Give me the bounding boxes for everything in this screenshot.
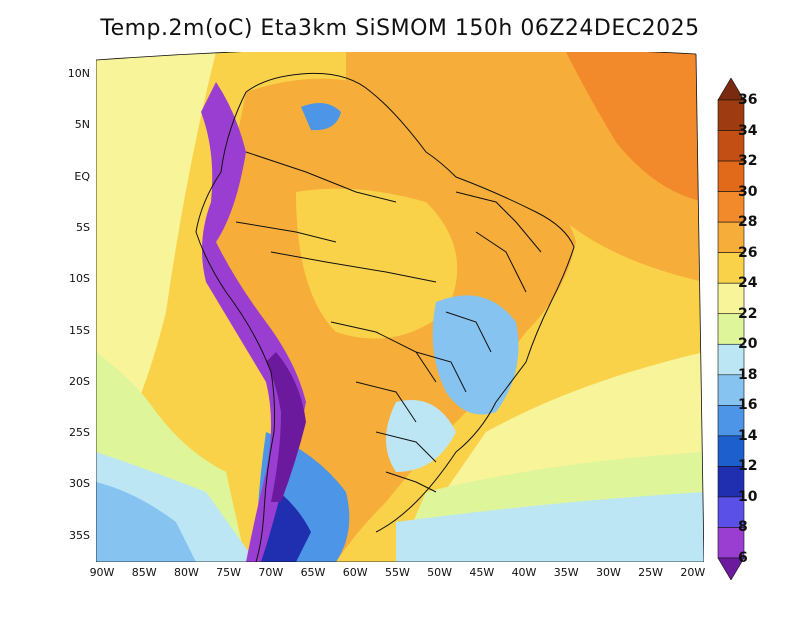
lat-label: 35S bbox=[69, 528, 90, 542]
colorbar-swatch bbox=[717, 191, 745, 223]
colorbar-swatch bbox=[717, 374, 745, 406]
colorbar-label: 28 bbox=[738, 214, 758, 231]
lon-label: 60W bbox=[342, 566, 368, 579]
colorbar-swatch bbox=[717, 435, 745, 467]
colorbar-label: 8 bbox=[738, 519, 748, 536]
colorbar-swatch bbox=[717, 466, 745, 498]
map-canvas bbox=[96, 52, 704, 562]
colorbar-swatch bbox=[717, 282, 745, 315]
lon-label: 55W bbox=[384, 566, 410, 579]
map-title: Temp.2m(oC) Eta3km SiSMOM 150h 06Z24DEC2… bbox=[100, 16, 700, 41]
colorbar-label: 18 bbox=[738, 366, 758, 383]
colorbar-swatch bbox=[717, 252, 745, 284]
temperature-map bbox=[96, 52, 704, 562]
colorbar-label: 36 bbox=[738, 92, 758, 108]
lat-label: 10S bbox=[69, 272, 90, 286]
colorbar-label: 34 bbox=[738, 122, 758, 139]
lat-label: 5S bbox=[76, 220, 90, 234]
colorbar-swatch bbox=[717, 221, 745, 253]
lon-label: 30W bbox=[595, 566, 621, 579]
colorbar-swatch bbox=[717, 496, 745, 528]
colorbar-swatch bbox=[717, 405, 745, 437]
lat-label: 20S bbox=[69, 374, 90, 388]
colorbar-swatch bbox=[717, 99, 745, 131]
country-borders bbox=[195, 72, 575, 562]
lon-label: 65W bbox=[300, 566, 326, 579]
lon-label: 25W bbox=[638, 566, 664, 579]
lon-label: 20W bbox=[680, 566, 706, 579]
lon-label: 75W bbox=[216, 566, 242, 579]
temperature-field bbox=[96, 52, 704, 562]
lat-label: 10N bbox=[67, 67, 90, 80]
colorbar-label: 16 bbox=[738, 397, 758, 414]
lon-label: 80W bbox=[173, 566, 199, 579]
lat-label: 5N bbox=[74, 118, 90, 132]
lon-label: 40W bbox=[511, 566, 537, 579]
colorbar-label: 32 bbox=[738, 153, 758, 170]
colorbar-label: 24 bbox=[738, 275, 758, 292]
colorbar-swatch bbox=[717, 343, 745, 376]
colorbar-label: 14 bbox=[738, 427, 758, 444]
colorbar-swatch bbox=[717, 527, 745, 559]
lon-label: 45W bbox=[469, 566, 495, 579]
colorbar-label: 22 bbox=[738, 305, 758, 322]
colorbar-label: 30 bbox=[738, 183, 758, 200]
lon-label: 70W bbox=[258, 566, 284, 579]
colorbar-swatch bbox=[717, 557, 745, 581]
colorbar-label: 20 bbox=[738, 336, 758, 353]
colorbar-swatches bbox=[717, 77, 745, 581]
lat-label: 15S bbox=[69, 323, 90, 337]
colorbar-label: 10 bbox=[738, 488, 758, 505]
colorbar-swatch bbox=[717, 313, 745, 345]
lon-label: 35W bbox=[553, 566, 579, 579]
lon-label: 90W bbox=[89, 566, 115, 579]
colorbar bbox=[716, 77, 786, 581]
colorbar-swatch bbox=[717, 160, 745, 192]
colorbar-swatch bbox=[717, 130, 745, 162]
lon-label: 85W bbox=[131, 566, 157, 579]
lat-label: 30S bbox=[69, 477, 90, 491]
lon-label: 50W bbox=[427, 566, 453, 579]
colorbar-label: 12 bbox=[738, 458, 758, 475]
lat-label: EQ bbox=[74, 169, 90, 183]
lat-label: 25S bbox=[69, 426, 90, 440]
colorbar-label: 26 bbox=[738, 244, 758, 261]
colorbar-label: 6 bbox=[738, 550, 748, 566]
